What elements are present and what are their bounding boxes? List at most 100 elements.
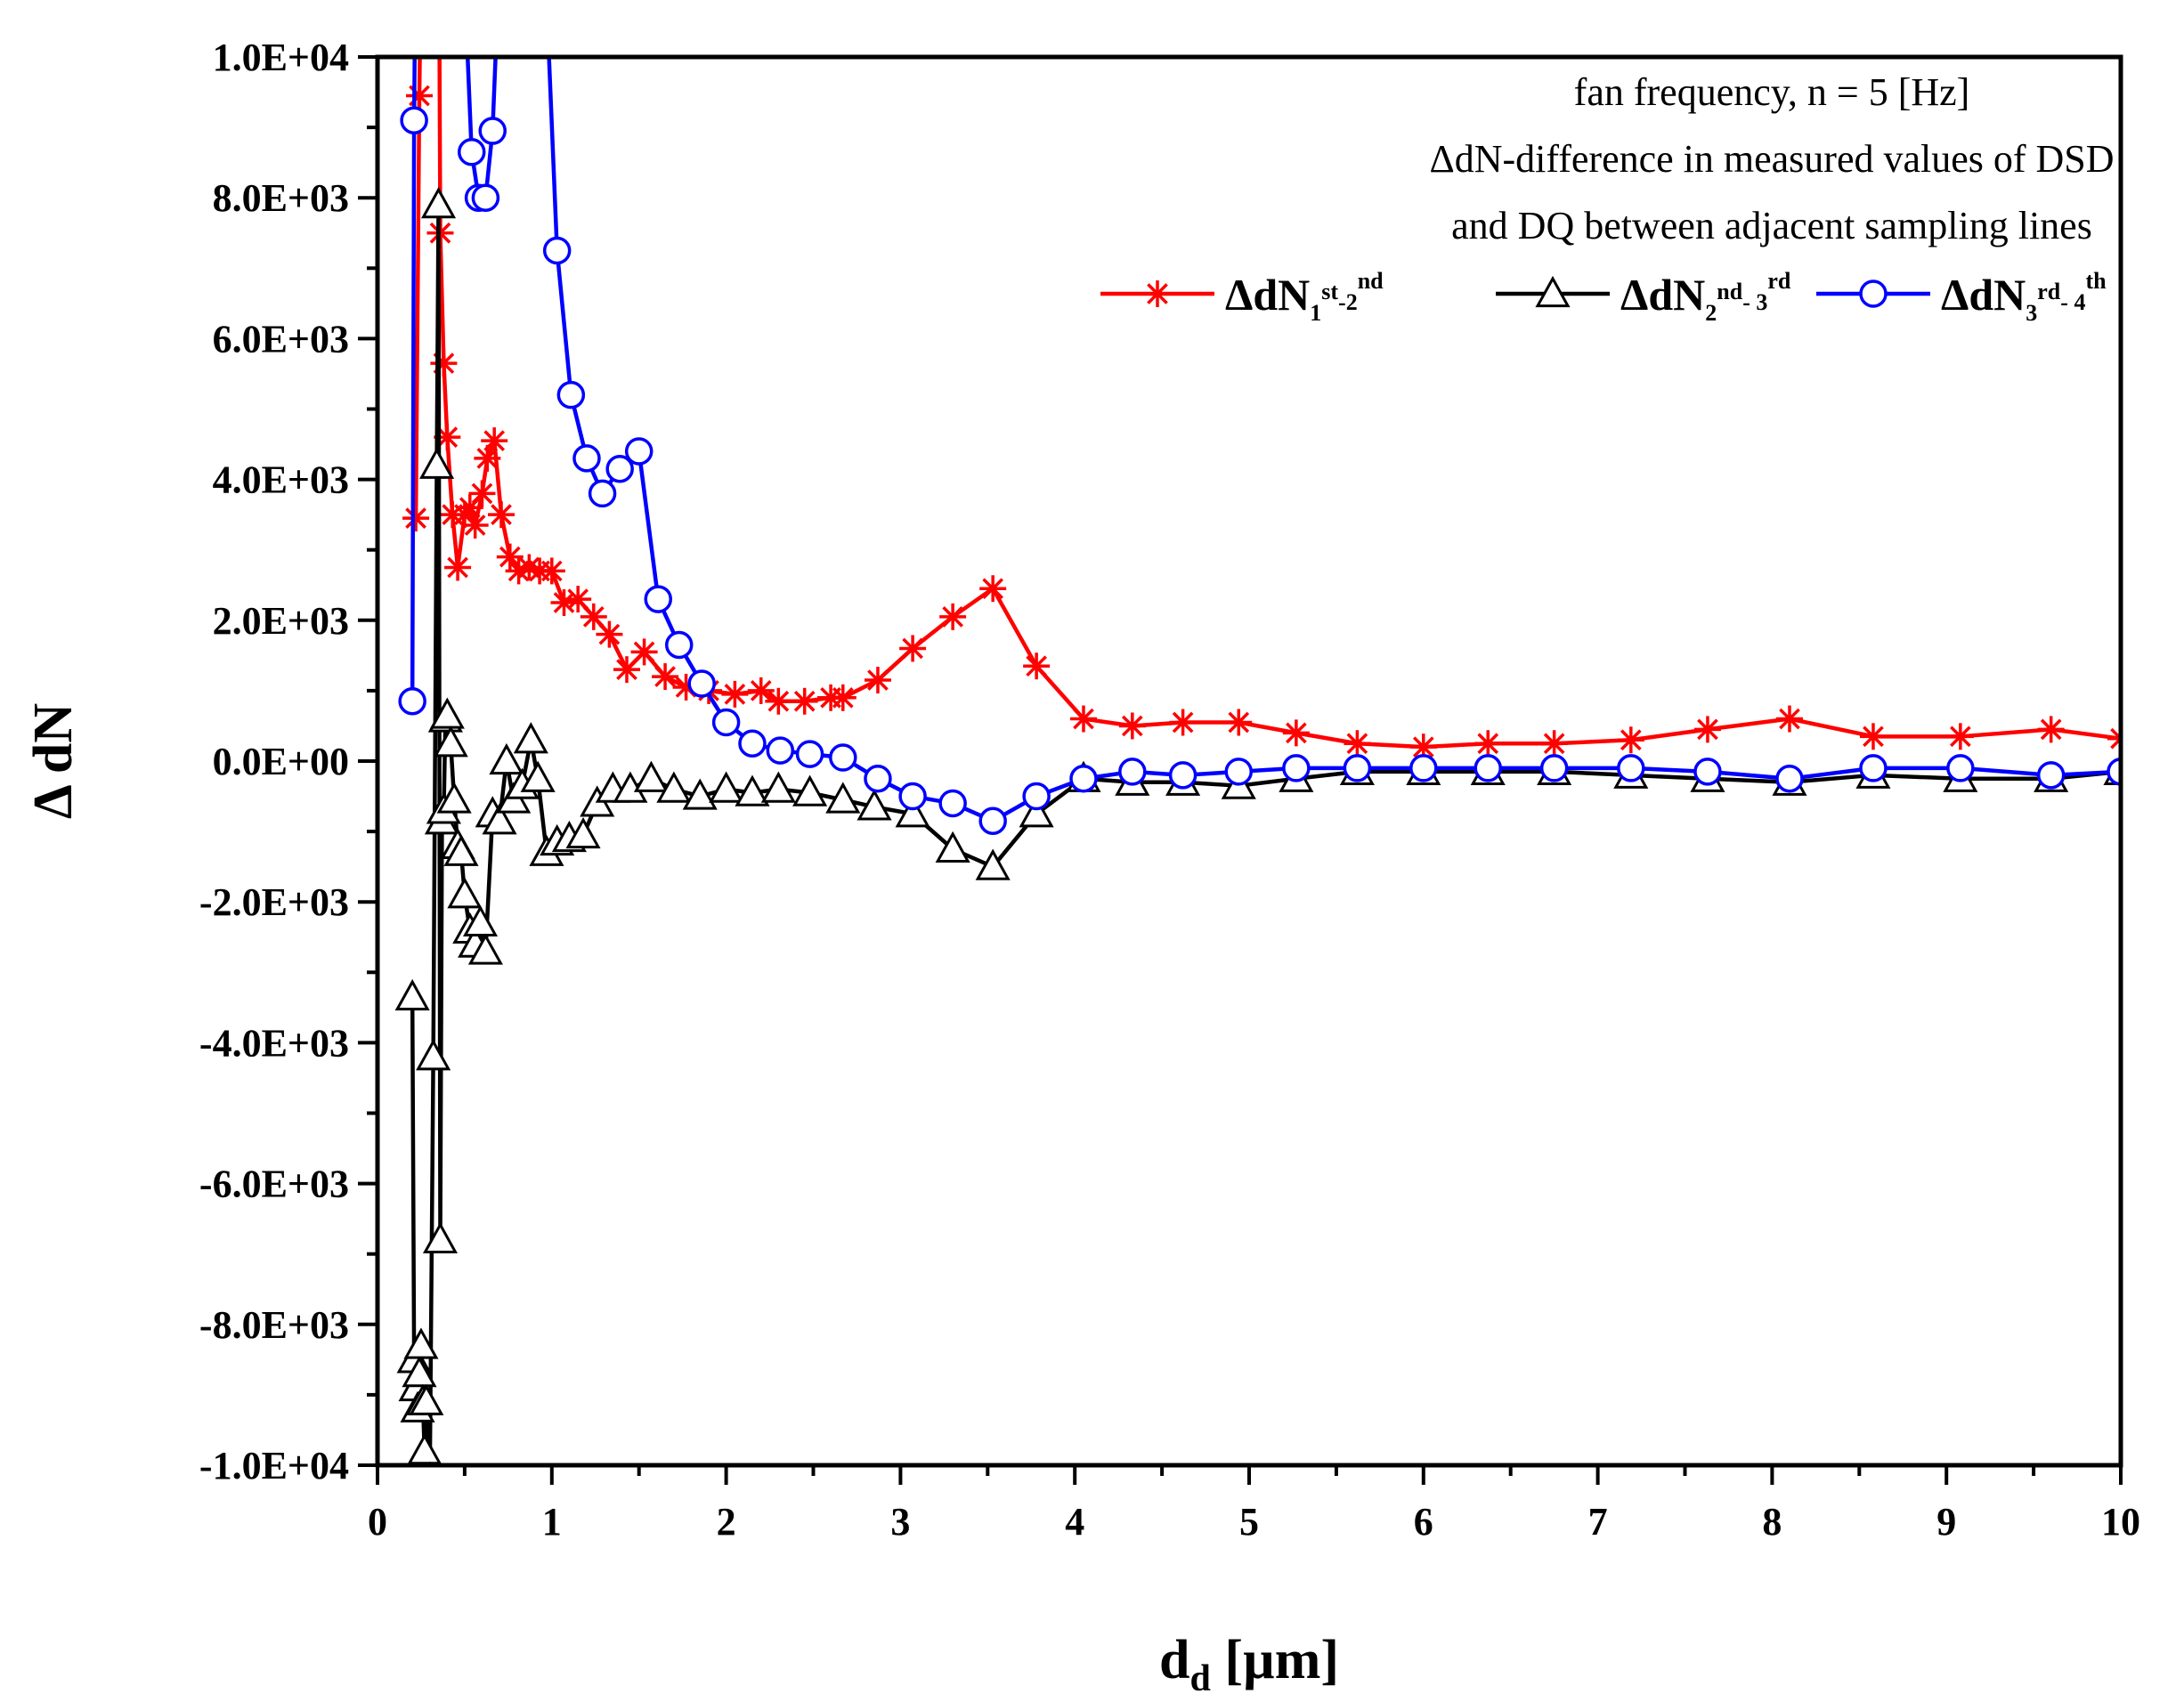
- data-point-circle: [1946, 754, 1975, 782]
- data-point-triangle: [489, 742, 524, 775]
- data-point-asterisk: [747, 677, 775, 704]
- x-tick-label: 9: [1936, 1500, 1956, 1544]
- series-line: [410, 57, 2122, 823]
- data-point-asterisk: [538, 557, 565, 585]
- data-point-circle: [1343, 754, 1372, 782]
- x-tick-label: 4: [1065, 1500, 1084, 1544]
- data-point-asterisk: [405, 82, 433, 109]
- data-point-asterisk: [444, 554, 472, 581]
- data-point-circle: [1474, 754, 1502, 782]
- x-tick-label: 1: [542, 1500, 562, 1544]
- data-point-asterisk: [488, 501, 516, 529]
- data-point-triangle: [520, 760, 556, 792]
- legend-item: ΔdN3rd- 4th: [1816, 268, 2107, 326]
- data-point-triangle: [429, 697, 465, 729]
- data-point-asterisk: [468, 480, 496, 507]
- data-point-asterisk: [1474, 730, 1502, 758]
- data-point-circle: [478, 117, 507, 145]
- data-point-triangle: [735, 774, 770, 806]
- y-tick-label: 2.0E+03: [213, 599, 349, 643]
- data-point-circle: [664, 630, 694, 660]
- series-1: [402, 57, 2122, 761]
- x-tick-label: 0: [368, 1500, 387, 1544]
- data-point-asterisk: [1069, 705, 1097, 733]
- data-point-triangle: [1535, 275, 1571, 308]
- data-point-asterisk: [496, 543, 524, 571]
- data-point-asterisk: [1225, 709, 1253, 736]
- data-point-circle: [605, 454, 634, 483]
- plot-frame: [375, 54, 2123, 1468]
- data-point-asterisk: [461, 512, 489, 539]
- data-point-circle: [2036, 761, 2066, 790]
- data-point-asterisk: [1023, 652, 1051, 680]
- data-point-asterisk: [1540, 730, 1568, 758]
- data-point-circle: [1693, 758, 1722, 786]
- data-point-triangle: [447, 877, 483, 909]
- legend: ΔdN1st-2nd ΔdN2nd- 3rd ΔdN3rd- 4th: [1100, 268, 2107, 326]
- data-point-asterisk: [899, 635, 927, 662]
- data-point-asterisk: [564, 586, 592, 613]
- data-point-asterisk: [1169, 709, 1197, 736]
- data-point-circle: [711, 708, 741, 737]
- data-point-circle: [978, 806, 1007, 835]
- y-tick-label: -8.0E+03: [199, 1303, 349, 1347]
- data-point-circle: [687, 669, 716, 698]
- data-point-triangle: [1019, 796, 1054, 828]
- data-point-triangle: [427, 1461, 433, 1465]
- data-point-circle: [556, 380, 586, 409]
- data-point-triangle: [895, 796, 930, 828]
- annotation-line-3: and DQ between adjacent sampling lines: [1451, 204, 2092, 247]
- y-tick-label: 1.0E+04: [213, 36, 349, 79]
- annotation-line-1: fan frequency, n = 5 [Hz]: [1574, 70, 1970, 114]
- data-point-circle: [572, 444, 601, 473]
- y-axis-label: Δ dN: [23, 703, 84, 819]
- data-point-circle: [624, 437, 654, 466]
- data-point-circle: [898, 782, 927, 811]
- data-point-triangle: [462, 904, 499, 937]
- data-point-triangle: [403, 1327, 439, 1359]
- data-point-asterisk: [1118, 712, 1146, 740]
- data-point-circle: [829, 743, 857, 772]
- data-point-triangle: [419, 447, 455, 479]
- data-point-circle: [1617, 754, 1645, 782]
- y-tick-label: 0.0E+00: [213, 740, 349, 783]
- data-point-asterisk: [1775, 705, 1803, 733]
- y-tick-label: -2.0E+03: [199, 880, 349, 924]
- data-point-circle: [795, 740, 824, 768]
- data-point-asterisk: [1144, 280, 1171, 307]
- data-point-circle: [1409, 754, 1438, 782]
- y-tick-label: -4.0E+03: [199, 1021, 349, 1065]
- data-point-asterisk: [721, 680, 749, 708]
- x-tick-label: 3: [890, 1500, 910, 1544]
- data-point-asterisk: [1946, 723, 1974, 750]
- data-point-circle: [1539, 754, 1569, 782]
- data-point-triangle: [407, 1433, 442, 1465]
- y-tick-label: -1.0E+04: [199, 1444, 349, 1487]
- data-point-triangle: [857, 789, 892, 821]
- x-tick-label: 7: [1588, 1500, 1608, 1544]
- data-point-triangle: [394, 978, 430, 1011]
- data-point-circle: [1168, 761, 1198, 790]
- series-line: [413, 57, 2122, 750]
- data-point-triangle: [443, 834, 479, 866]
- x-tick-label: 10: [2101, 1500, 2140, 1544]
- data-point-asterisk: [1617, 726, 1644, 754]
- data-point-triangle: [935, 831, 970, 863]
- data-point-asterisk: [939, 603, 967, 630]
- data-point-circle: [864, 765, 892, 793]
- data-point-circle: [938, 789, 967, 818]
- data-point-asterisk: [652, 663, 679, 691]
- data-point-asterisk: [1859, 723, 1887, 750]
- x-tick-label: 5: [1239, 1500, 1259, 1544]
- legend-label: ΔdN3rd- 4th: [1941, 268, 2107, 326]
- data-point-triangle: [709, 771, 744, 803]
- data-point-triangle: [633, 760, 669, 792]
- data-point-triangle: [565, 816, 601, 849]
- data-point-triangle: [402, 1356, 437, 1388]
- data-point-circle: [398, 687, 426, 716]
- data-point-asterisk: [1344, 730, 1371, 758]
- data-point-triangle: [975, 848, 1011, 880]
- series-2: [394, 187, 2122, 1465]
- data-point-triangle: [416, 1039, 451, 1071]
- legend-label: ΔdN1st-2nd: [1225, 268, 1384, 326]
